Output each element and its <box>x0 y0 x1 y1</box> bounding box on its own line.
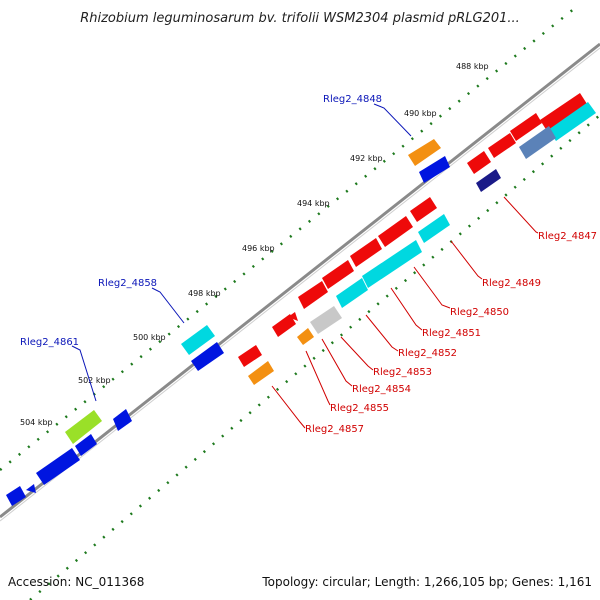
callout-lines <box>71 103 539 429</box>
gene-blue[interactable] <box>6 486 26 506</box>
gene-rleg2-4848-orange[interactable] <box>408 139 441 166</box>
gene-label[interactable]: Rleg2_4857 <box>305 424 364 435</box>
gene-labels: Rleg2_4848 Rleg2_4858 Rleg2_4861 Rleg2_4… <box>20 94 597 435</box>
gene-rleg2-4851-cyan[interactable] <box>336 278 368 308</box>
callout-line-4857 <box>271 385 306 429</box>
gene-rleg2-4857-orange[interactable] <box>248 361 274 385</box>
tick-label: 490 kbp <box>404 109 437 118</box>
gene-blue[interactable] <box>191 342 224 371</box>
gene-blue[interactable] <box>75 434 97 456</box>
gene-red[interactable] <box>488 133 516 158</box>
tick-label: 494 kbp <box>297 199 330 208</box>
callout-line-4855 <box>305 350 331 406</box>
callout-line-4849 <box>450 240 483 280</box>
gene-blue[interactable] <box>113 409 132 431</box>
gene-label[interactable]: Rleg2_4851 <box>422 328 481 339</box>
tick-label: 502 kbp <box>78 376 111 385</box>
gene-blue[interactable] <box>419 156 450 183</box>
gene-rleg2-4849-cyan[interactable] <box>418 214 450 243</box>
tick-label: 492 kbp <box>350 154 383 163</box>
gene-steelblue[interactable] <box>519 126 556 159</box>
map-title: Rhizobium leguminosarum bv. trifolii WSM… <box>80 11 520 26</box>
gene-label[interactable]: Rleg2_4854 <box>352 384 411 395</box>
callout-line-4854 <box>321 338 353 387</box>
gene-label[interactable]: Rleg2_4858 <box>98 278 157 289</box>
gene-label[interactable]: Rleg2_4861 <box>20 337 79 348</box>
gene-red[interactable] <box>540 93 587 131</box>
topology-summary: Topology: circular; Length: 1,266,105 bp… <box>261 575 592 589</box>
gene-red[interactable] <box>322 260 354 289</box>
backbone <box>0 42 600 522</box>
tick-label: 504 kbp <box>20 418 53 427</box>
tick-label: 500 kbp <box>133 333 166 342</box>
callout-line-4858 <box>151 287 185 324</box>
forward-genes <box>6 139 450 506</box>
callout-line-4850 <box>413 266 451 309</box>
gene-red[interactable] <box>288 312 298 321</box>
callout-line-4848 <box>373 103 412 137</box>
gene-label[interactable]: Rleg2_4848 <box>323 94 382 105</box>
gene-red[interactable] <box>467 151 491 174</box>
gene-label[interactable]: Rleg2_4852 <box>398 348 457 359</box>
callout-line-4861 <box>71 345 97 402</box>
tick-label: 488 kbp <box>456 62 489 71</box>
gene-red[interactable] <box>510 113 542 141</box>
callout-line-4851 <box>390 287 423 331</box>
gene-red[interactable] <box>298 281 328 309</box>
gene-label[interactable]: Rleg2_4853 <box>373 367 432 378</box>
gene-rleg2-4858-cyan[interactable] <box>181 325 215 355</box>
inner-tick-track <box>29 114 600 600</box>
gene-label[interactable]: Rleg2_4855 <box>330 403 389 414</box>
gene-label[interactable]: Rleg2_4847 <box>538 231 597 242</box>
tick-labels: 488 kbp 490 kbp 492 kbp 494 kbp 496 kbp … <box>20 62 489 427</box>
gene-red[interactable] <box>350 238 382 267</box>
accession-text: Accession: NC_011368 <box>8 575 144 589</box>
gene-label[interactable]: Rleg2_4850 <box>450 307 509 318</box>
tick-label: 496 kbp <box>242 244 275 253</box>
gene-rleg2-4847-navy[interactable] <box>476 169 501 192</box>
callout-line-4852 <box>365 314 399 352</box>
callout-line-4847 <box>503 196 539 234</box>
gene-label[interactable]: Rleg2_4849 <box>482 278 541 289</box>
gene-rleg2-4854-orange[interactable] <box>297 328 314 345</box>
gene-blue[interactable] <box>36 448 80 485</box>
gene-rleg2-4852-gray[interactable] <box>310 306 342 334</box>
gene-rleg2-4861-lime[interactable] <box>65 410 102 444</box>
gene-red[interactable] <box>238 345 262 367</box>
gene-blue[interactable] <box>26 484 36 493</box>
gene-red[interactable] <box>410 197 437 222</box>
outer-tick-track <box>0 3 581 471</box>
gene-red[interactable] <box>272 314 296 337</box>
tick-label: 498 kbp <box>188 289 221 298</box>
gene-cyan[interactable] <box>548 102 596 141</box>
reverse-genes <box>238 93 596 385</box>
gene-red[interactable] <box>378 216 413 247</box>
callout-line-4853 <box>340 336 374 371</box>
gene-rleg2-4850-cyan[interactable] <box>362 240 422 288</box>
